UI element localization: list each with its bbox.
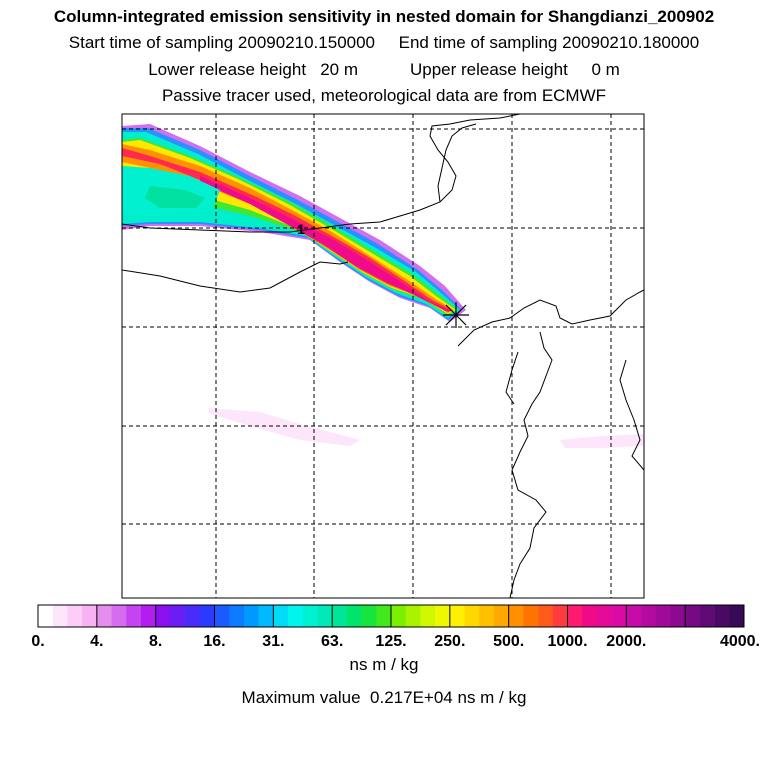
colorbar-tick-label: 0. bbox=[31, 633, 44, 650]
colorbar-cell bbox=[699, 605, 715, 627]
coastline-gulf bbox=[505, 351, 519, 405]
colorbar-units: ns m / kg bbox=[349, 655, 419, 674]
coastlines bbox=[122, 114, 644, 598]
colorbar-cell bbox=[523, 605, 539, 627]
coastline-korea bbox=[619, 359, 644, 471]
colorbar-cell bbox=[376, 605, 392, 627]
colorbar-tick-label: 500. bbox=[493, 633, 524, 650]
colorbar-cell bbox=[641, 605, 657, 627]
max-value-line: Maximum value 0.217E+04 ns m / kg bbox=[0, 688, 768, 708]
sampling-times: Start time of sampling 20090210.150000 E… bbox=[0, 33, 768, 53]
colorbar-cell bbox=[111, 605, 127, 627]
max-value: 0.217E+04 bbox=[370, 688, 453, 707]
colorbar-cell bbox=[655, 605, 671, 627]
lower-value: 20 m bbox=[320, 60, 359, 79]
colorbar-cell bbox=[435, 605, 451, 627]
colorbar-tick-label: 31. bbox=[262, 633, 284, 650]
colorbar-cell bbox=[332, 605, 348, 627]
colorbar-tick-label: 250. bbox=[434, 633, 465, 650]
map-grid bbox=[122, 114, 644, 598]
colorbar-cell bbox=[493, 605, 509, 627]
colorbar-cell bbox=[479, 605, 495, 627]
colorbar-tick-label: 8. bbox=[149, 633, 162, 650]
colorbar-cells bbox=[37, 604, 745, 628]
colorbar-cell bbox=[96, 605, 112, 627]
colorbar-cell bbox=[229, 605, 245, 627]
colorbar-cell bbox=[391, 605, 407, 627]
coastline-bay bbox=[437, 123, 477, 203]
colorbar-cell bbox=[449, 605, 465, 627]
colorbar-cell bbox=[552, 605, 568, 627]
colorbar-cell bbox=[464, 605, 480, 627]
colorbar-cell bbox=[346, 605, 362, 627]
colorbar-cell bbox=[52, 605, 68, 627]
colorbar-cell bbox=[140, 605, 156, 627]
map-frame bbox=[121, 113, 645, 599]
colorbar-cell bbox=[67, 605, 83, 627]
coastline-peninsula bbox=[457, 289, 644, 347]
upper-value: 0 m bbox=[591, 60, 620, 79]
start-value: 20090210.150000 bbox=[237, 33, 376, 52]
coastline-east bbox=[509, 331, 553, 598]
colorbar-cell bbox=[199, 605, 215, 627]
colorbar-cell bbox=[302, 605, 318, 627]
colorbar-cell bbox=[508, 605, 524, 627]
colorbar-tick-label: 125. bbox=[375, 633, 406, 650]
colorbar-cell bbox=[185, 605, 201, 627]
upper-label: Upper release height bbox=[409, 60, 568, 79]
plume-faint-east bbox=[560, 434, 644, 448]
colorbar-cell bbox=[611, 605, 627, 627]
colorbar-cell bbox=[361, 605, 377, 627]
colorbar-cell bbox=[582, 605, 598, 627]
colorbar-cell bbox=[317, 605, 333, 627]
colorbar-cell bbox=[38, 605, 54, 627]
release-site-marker bbox=[443, 302, 469, 328]
colorbar-cell bbox=[82, 605, 98, 627]
colorbar-tick-label: 4. bbox=[90, 633, 103, 650]
lower-label: Lower release height bbox=[148, 60, 307, 79]
end-value: 20090210.180000 bbox=[562, 33, 700, 52]
chart-title: Column-integrated emission sensitivity i… bbox=[53, 7, 715, 26]
border-mid bbox=[122, 261, 349, 293]
colorbar-cell bbox=[243, 605, 259, 627]
max-value-label: Maximum value bbox=[241, 688, 361, 707]
emission-plume bbox=[122, 124, 644, 448]
tracer-info: Passive tracer used, meteorological data… bbox=[161, 86, 607, 105]
plume-band-magenta bbox=[200, 176, 452, 311]
plume-faint-south bbox=[208, 408, 360, 446]
plume-core-left-dark bbox=[145, 186, 205, 208]
colorbar-tick-labels: 0. 4. 8. 16. 31. 63. 125. 250. 500. 1000. 2000. 400… bbox=[31, 633, 760, 650]
colorbar-frame bbox=[37, 604, 745, 628]
colorbar-cell bbox=[214, 605, 230, 627]
colorbar-cell bbox=[155, 605, 171, 627]
colorbar-cell bbox=[258, 605, 274, 627]
colorbar-cell bbox=[405, 605, 421, 627]
colorbar-tick-label: 4000. bbox=[720, 633, 760, 650]
colorbar-cell bbox=[288, 605, 304, 627]
colorbar-cell bbox=[273, 605, 289, 627]
colorbar-tick-label: 2000. bbox=[606, 633, 646, 650]
colorbar-cell bbox=[538, 605, 554, 627]
time-marker-label: 1 bbox=[297, 221, 305, 237]
start-label: Start time of sampling bbox=[68, 33, 234, 52]
colorbar-tick-label: 1000. bbox=[547, 633, 587, 650]
colorbar-cell bbox=[420, 605, 436, 627]
colorbar-cell bbox=[170, 605, 186, 627]
colorbar-cell bbox=[596, 605, 612, 627]
max-value-units: ns m / kg bbox=[457, 688, 527, 707]
colorbar-cell bbox=[567, 605, 583, 627]
release-heights: Lower release height 20 m Upper release … bbox=[0, 60, 768, 80]
colorbar-cell bbox=[729, 605, 745, 627]
end-label: End time of sampling bbox=[398, 33, 558, 52]
colorbar-cell bbox=[626, 605, 642, 627]
colorbar-tick-label: 16. bbox=[203, 633, 225, 650]
colorbar-cell bbox=[685, 605, 701, 627]
colorbar-cell bbox=[670, 605, 686, 627]
colorbar-cell bbox=[126, 605, 142, 627]
colorbar-cell bbox=[714, 605, 730, 627]
colorbar-tick-label: 63. bbox=[321, 633, 343, 650]
